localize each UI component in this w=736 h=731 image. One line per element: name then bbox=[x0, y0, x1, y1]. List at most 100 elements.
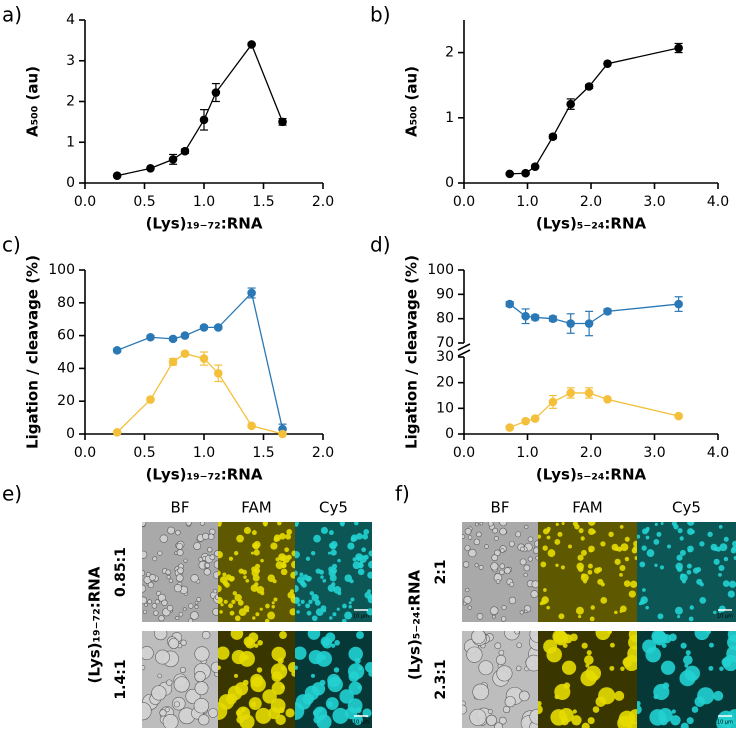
droplet bbox=[619, 573, 623, 577]
droplet bbox=[580, 573, 589, 582]
droplet bbox=[645, 605, 649, 610]
droplet bbox=[270, 698, 286, 714]
micrograph: 10 µm bbox=[637, 522, 736, 622]
droplet bbox=[707, 531, 713, 538]
droplet bbox=[337, 558, 341, 563]
droplet bbox=[359, 563, 364, 568]
droplet bbox=[628, 709, 637, 725]
droplet bbox=[271, 646, 286, 662]
droplet bbox=[523, 572, 528, 578]
column-header: BF bbox=[171, 499, 190, 517]
row-label: 2.3:1 bbox=[433, 659, 449, 699]
droplet bbox=[651, 631, 666, 644]
droplet bbox=[198, 557, 204, 562]
droplet bbox=[543, 588, 547, 592]
droplet bbox=[322, 578, 327, 583]
droplet bbox=[234, 615, 241, 622]
row-axis-label: (Lys)₁₉₋₇₂:RNA bbox=[86, 566, 104, 683]
droplet bbox=[147, 599, 153, 605]
droplet bbox=[642, 588, 646, 592]
droplet bbox=[224, 582, 230, 588]
droplet bbox=[207, 547, 213, 553]
droplet bbox=[185, 522, 192, 526]
droplet bbox=[687, 522, 695, 526]
droplet bbox=[614, 610, 618, 615]
droplet bbox=[255, 612, 260, 617]
droplet bbox=[175, 529, 181, 536]
droplet bbox=[336, 607, 340, 611]
scale-bar-label: 10 µm bbox=[353, 720, 369, 726]
droplet bbox=[213, 560, 218, 569]
droplet bbox=[515, 665, 522, 672]
droplet bbox=[489, 606, 499, 615]
droplet bbox=[203, 568, 211, 576]
droplet bbox=[634, 556, 637, 561]
droplet bbox=[159, 534, 168, 543]
droplet bbox=[590, 605, 596, 610]
droplet bbox=[363, 528, 370, 535]
droplet bbox=[588, 528, 595, 535]
droplet bbox=[532, 547, 538, 554]
droplet bbox=[631, 547, 637, 554]
micrograph bbox=[462, 522, 538, 622]
data-point bbox=[603, 59, 612, 68]
droplet bbox=[231, 599, 236, 604]
droplet bbox=[462, 561, 470, 568]
droplet bbox=[682, 579, 686, 584]
droplet bbox=[254, 563, 261, 569]
droplet bbox=[560, 565, 566, 570]
droplet bbox=[719, 666, 724, 671]
droplet bbox=[164, 707, 170, 713]
droplet bbox=[572, 709, 577, 714]
droplet bbox=[361, 547, 367, 553]
droplet bbox=[218, 646, 230, 660]
x-tick-label: 2.0 bbox=[312, 194, 334, 210]
data-point bbox=[247, 40, 256, 49]
droplet bbox=[646, 549, 655, 557]
data-point bbox=[168, 155, 178, 164]
droplet bbox=[727, 590, 735, 598]
droplet bbox=[674, 606, 683, 615]
droplet bbox=[176, 549, 184, 556]
x-tick-label: 0.0 bbox=[74, 194, 96, 210]
droplet bbox=[495, 654, 507, 666]
droplet bbox=[229, 610, 235, 616]
droplet bbox=[619, 609, 623, 613]
droplet bbox=[499, 522, 508, 527]
droplet bbox=[691, 706, 699, 713]
droplet bbox=[329, 574, 337, 582]
droplet bbox=[273, 597, 278, 602]
droplet bbox=[727, 631, 736, 643]
y-tick-label: 1 bbox=[445, 110, 454, 126]
droplet bbox=[656, 531, 662, 537]
droplet bbox=[347, 698, 363, 714]
data-point bbox=[521, 168, 530, 178]
x-tick-label: 2.0 bbox=[580, 445, 602, 461]
droplet bbox=[151, 603, 158, 609]
droplet bbox=[571, 715, 582, 726]
droplet bbox=[219, 576, 228, 584]
droplet bbox=[583, 579, 587, 584]
droplet bbox=[304, 685, 320, 701]
droplet bbox=[472, 683, 490, 701]
droplet bbox=[275, 714, 286, 726]
x-axis-label: (Lys)₅₋₂₄:RNA bbox=[536, 215, 647, 233]
x-tick-label: 0.0 bbox=[74, 445, 96, 461]
droplet bbox=[558, 613, 565, 620]
droplet bbox=[330, 549, 337, 556]
droplet bbox=[291, 550, 295, 557]
droplet bbox=[167, 526, 175, 535]
droplet bbox=[713, 610, 717, 615]
droplet bbox=[607, 631, 613, 635]
data-point bbox=[168, 357, 178, 367]
droplet bbox=[531, 580, 538, 589]
droplet bbox=[572, 522, 578, 527]
y-tick-label: 80 bbox=[57, 295, 75, 311]
droplet bbox=[535, 555, 538, 561]
droplet bbox=[305, 603, 311, 609]
droplet bbox=[730, 547, 736, 554]
droplet bbox=[499, 569, 505, 575]
droplet bbox=[628, 590, 636, 598]
droplet bbox=[166, 679, 173, 686]
droplet bbox=[689, 605, 695, 610]
